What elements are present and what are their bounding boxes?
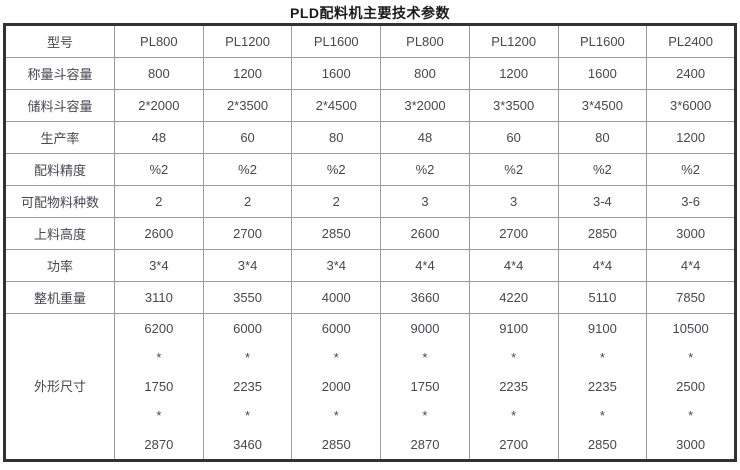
column-header: PL800 bbox=[380, 24, 470, 58]
table-cell: 4220 bbox=[468, 281, 559, 314]
table-row: 称量斗容量 800 1200 1600 800 1200 1600 2400 bbox=[4, 57, 736, 90]
table-cell: 3000 bbox=[646, 217, 736, 250]
column-header: PL1600 bbox=[557, 24, 648, 58]
table-cell: 1600 bbox=[291, 57, 382, 90]
table-cell: 3660 bbox=[380, 281, 470, 314]
column-header: PL1600 bbox=[291, 24, 382, 58]
table-cell: 9100 * 2235 * 2700 bbox=[468, 313, 559, 461]
table-cell: 6000 * 2000 * 2850 bbox=[291, 313, 382, 461]
table-cell: %2 bbox=[202, 153, 293, 186]
table-cell: 4*4 bbox=[380, 249, 470, 282]
table-cell: 9000 * 1750 * 2870 bbox=[380, 313, 470, 461]
table-cell: 3110 bbox=[114, 281, 204, 314]
table-cell: 48 bbox=[114, 121, 204, 154]
row-label: 上料高度 bbox=[4, 217, 115, 250]
table-cell: 2 bbox=[114, 185, 204, 218]
table-row: 上料高度 2600 2700 2850 2600 2700 2850 3000 bbox=[4, 217, 736, 250]
table-cell: 2*2000 bbox=[114, 89, 204, 122]
table-cell: 2850 bbox=[291, 217, 382, 250]
specs-table: 型号 PL800 PL1200 PL1600 PL800 PL1200 PL1600 PL24… bbox=[3, 23, 737, 462]
row-label: 外形尺寸 bbox=[4, 313, 115, 461]
row-label: 储料斗容量 bbox=[4, 89, 115, 122]
table-row: 功率 3*4 3*4 3*4 4*4 4*4 4*4 4*4 bbox=[4, 249, 736, 282]
table-cell: 2600 bbox=[114, 217, 204, 250]
table-cell: 5110 bbox=[557, 281, 648, 314]
table-row: 储料斗容量 2*2000 2*3500 2*4500 3*2000 3*3500 3*450… bbox=[4, 89, 736, 122]
table-cell: 60 bbox=[468, 121, 559, 154]
table-cell: %2 bbox=[380, 153, 470, 186]
row-label: 称量斗容量 bbox=[4, 57, 115, 90]
table-cell: 2*4500 bbox=[291, 89, 382, 122]
table-cell: 1200 bbox=[468, 57, 559, 90]
table-cell: 10500 * 2500 * 3000 bbox=[646, 313, 736, 461]
table-cell: %2 bbox=[291, 153, 382, 186]
table-cell: 4*4 bbox=[557, 249, 648, 282]
table-cell: 3*4 bbox=[114, 249, 204, 282]
table-cell: %2 bbox=[646, 153, 736, 186]
table-row: 可配物料种数 2 2 2 3 3 3-4 3-6 bbox=[4, 185, 736, 218]
table-row: 配料精度 %2 %2 %2 %2 %2 %2 %2 bbox=[4, 153, 736, 186]
column-header: PL800 bbox=[114, 24, 204, 58]
table-cell: 3*3500 bbox=[468, 89, 559, 122]
table-cell: 4*4 bbox=[646, 249, 736, 282]
table-cell: 80 bbox=[557, 121, 648, 154]
table-cell: 2 bbox=[291, 185, 382, 218]
column-header: PL2400 bbox=[646, 24, 736, 58]
row-label: 可配物料种数 bbox=[4, 185, 115, 218]
table-cell: 1200 bbox=[646, 121, 736, 154]
table-cell: 2400 bbox=[646, 57, 736, 90]
row-label: 生产率 bbox=[4, 121, 115, 154]
table-cell: 3*4 bbox=[291, 249, 382, 282]
table-cell: 2850 bbox=[557, 217, 648, 250]
page-title: PLD配料机主要技术参数 bbox=[290, 5, 450, 21]
table-cell: 2*3500 bbox=[202, 89, 293, 122]
table-cell: 3 bbox=[380, 185, 470, 218]
column-header: PL1200 bbox=[468, 24, 559, 58]
table-cell: 2600 bbox=[380, 217, 470, 250]
table-cell: 80 bbox=[291, 121, 382, 154]
row-label: 整机重量 bbox=[4, 281, 115, 314]
table-cell: 60 bbox=[202, 121, 293, 154]
table-cell: 3-4 bbox=[557, 185, 648, 218]
column-header: PL1200 bbox=[202, 24, 293, 58]
table-cell: 3 bbox=[468, 185, 559, 218]
table-body: 称量斗容量 800 1200 1600 800 1200 1600 2400 储料斗容量 2*20… bbox=[4, 57, 736, 461]
table-cell: 6000 * 2235 * 3460 bbox=[202, 313, 293, 461]
table-cell: 3550 bbox=[202, 281, 293, 314]
table-row: 整机重量 3110 3550 4000 3660 4220 5110 7850 bbox=[4, 281, 736, 314]
table-cell: %2 bbox=[557, 153, 648, 186]
table-cell: 800 bbox=[380, 57, 470, 90]
table-cell: %2 bbox=[114, 153, 204, 186]
table-cell: 48 bbox=[380, 121, 470, 154]
row-label: 配料精度 bbox=[4, 153, 115, 186]
table-cell: 2 bbox=[202, 185, 293, 218]
table-cell: 4000 bbox=[291, 281, 382, 314]
table-cell: %2 bbox=[468, 153, 559, 186]
table-cell: 3-6 bbox=[646, 185, 736, 218]
table-cell: 800 bbox=[114, 57, 204, 90]
table-cell: 4*4 bbox=[468, 249, 559, 282]
table-cell: 9100 * 2235 * 2850 bbox=[557, 313, 648, 461]
header-row: 型号 PL800 PL1200 PL1600 PL800 PL1200 PL1600 PL24… bbox=[4, 24, 736, 58]
table-row: 外形尺寸 6200 * 1750 * 2870 6000 * 2235 * 3460… bbox=[4, 313, 736, 461]
table-cell: 1600 bbox=[557, 57, 648, 90]
table-cell: 2700 bbox=[202, 217, 293, 250]
table-cell: 3*4500 bbox=[557, 89, 648, 122]
table-cell: 7850 bbox=[646, 281, 736, 314]
model-header-cell: 型号 bbox=[4, 24, 115, 58]
table-cell: 3*2000 bbox=[380, 89, 470, 122]
table-cell: 1200 bbox=[202, 57, 293, 90]
row-label: 功率 bbox=[4, 249, 115, 282]
table-cell: 3*4 bbox=[202, 249, 293, 282]
table-cell: 2700 bbox=[468, 217, 559, 250]
table-cell: 3*6000 bbox=[646, 89, 736, 122]
table-row: 生产率 48 60 80 48 60 80 1200 bbox=[4, 121, 736, 154]
table-cell: 6200 * 1750 * 2870 bbox=[114, 313, 204, 461]
